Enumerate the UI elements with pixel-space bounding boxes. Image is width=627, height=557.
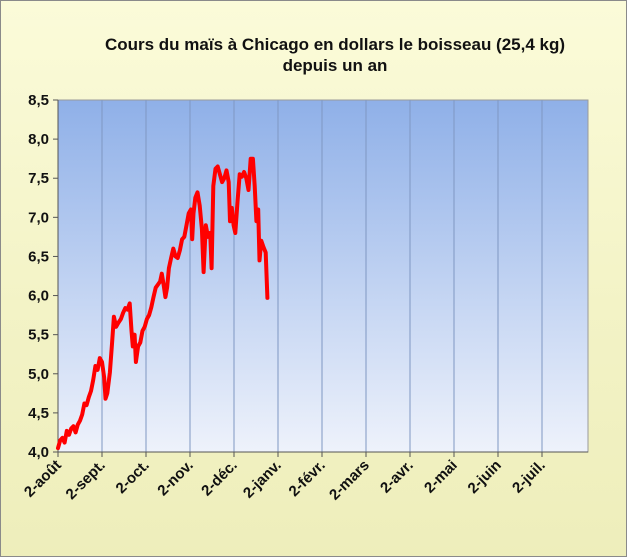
- y-tick-labels: 4,0 4,5 5,0 5,5 6,0 6,5 7,0 7,5 8,0 8,5: [28, 92, 49, 461]
- x-tick-label: 2-mars: [326, 457, 373, 504]
- y-tick-label: 6,0: [28, 288, 49, 305]
- x-tick-label: 2-janv.: [240, 457, 285, 502]
- plot-area: [57, 99, 589, 453]
- x-tick-label: 2-févr.: [286, 457, 329, 500]
- x-tick-label: 2-août: [21, 457, 65, 501]
- x-tick-label: 2-sept.: [63, 457, 109, 503]
- x-tick-label: 2-déc.: [198, 457, 241, 500]
- chart-title-line1: Cours du maïs à Chicago en dollars le bo…: [104, 35, 566, 54]
- series-line: [56, 156, 270, 451]
- chart-title: Cours du maïs à Chicago en dollars le bo…: [40, 34, 627, 76]
- y-tick-label: 8,5: [28, 92, 49, 109]
- x-tick-label: 2-avr.: [377, 457, 417, 497]
- series: [56, 156, 270, 451]
- axes: [53, 99, 588, 457]
- gridlines: [101, 100, 543, 452]
- y-tick-label: 5,5: [28, 327, 49, 344]
- x-tick-label: 2-nov.: [154, 457, 196, 499]
- x-tick-label: 2-mai: [421, 457, 461, 497]
- y-tick-label: 8,0: [28, 131, 49, 148]
- x-tick-label: 2-juin: [465, 457, 505, 497]
- y-tick-label: 4,5: [28, 405, 49, 422]
- y-tick-label: 7,5: [28, 170, 49, 187]
- chart-title-line2: depuis un an: [282, 56, 388, 75]
- y-tick-label: 4,0: [28, 444, 49, 461]
- y-tick-label: 5,0: [28, 366, 49, 383]
- y-tick-label: 6,5: [28, 248, 49, 265]
- y-tick-label: 7,0: [28, 209, 49, 226]
- x-tick-label: 2-oct.: [113, 457, 153, 497]
- x-tick-label: 2-juil.: [509, 457, 549, 497]
